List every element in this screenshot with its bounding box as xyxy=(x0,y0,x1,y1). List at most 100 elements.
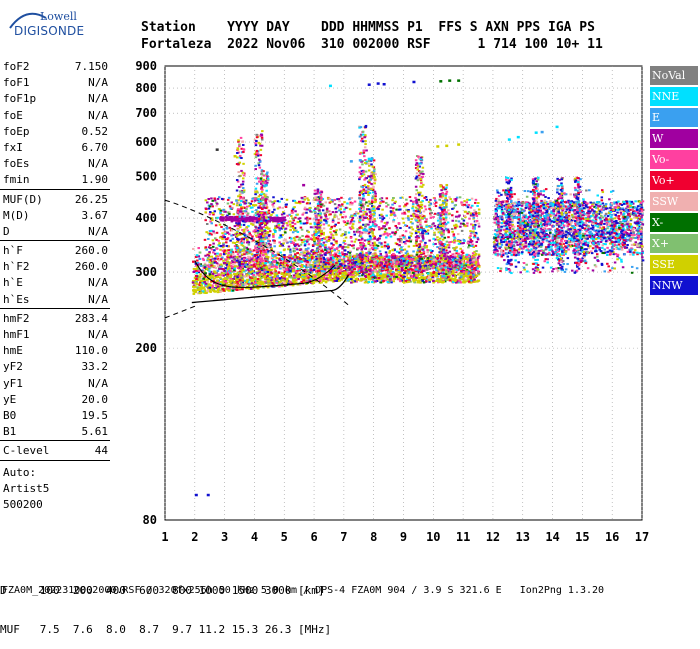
echo-point xyxy=(469,276,472,278)
echo-point xyxy=(218,273,221,275)
echo-point xyxy=(378,271,381,273)
echo-point xyxy=(199,258,202,260)
echo-point xyxy=(423,281,426,283)
echo-point xyxy=(302,279,305,281)
echo-point xyxy=(390,273,393,275)
echo-point xyxy=(323,227,326,229)
echo-point xyxy=(410,218,413,220)
echo-point xyxy=(274,268,277,270)
echo-point xyxy=(350,282,353,284)
echo-point xyxy=(347,269,350,271)
echo-point xyxy=(286,280,289,282)
echo-point xyxy=(276,277,279,279)
echo-point xyxy=(197,247,200,249)
echo-point xyxy=(473,278,476,280)
echo-point xyxy=(478,225,481,227)
echo-point xyxy=(350,237,353,239)
echo-point xyxy=(381,215,384,217)
echo-point xyxy=(335,273,338,275)
echo-point xyxy=(308,243,311,245)
echo-point xyxy=(329,254,332,256)
echo-point xyxy=(251,282,254,284)
echo-point xyxy=(273,245,276,247)
echo-point xyxy=(213,270,216,272)
echo-point xyxy=(432,278,435,280)
echo-point xyxy=(324,268,327,270)
echo-point xyxy=(216,248,219,250)
echo-point xyxy=(432,272,435,274)
echo-point xyxy=(432,216,435,218)
echo-point xyxy=(193,293,196,295)
x-tick-label: 15 xyxy=(575,530,589,544)
echo-point xyxy=(349,208,352,210)
echo-point xyxy=(378,277,381,279)
echo-point xyxy=(205,292,208,294)
echo-point xyxy=(472,271,475,273)
echo-point xyxy=(473,281,476,283)
echo-point xyxy=(460,257,463,259)
echo-point xyxy=(246,281,249,283)
echo-point xyxy=(389,280,392,282)
echo-point xyxy=(326,208,329,210)
echo-point xyxy=(462,276,465,278)
echo-point xyxy=(435,269,438,271)
echo-point xyxy=(476,281,479,283)
echo-point xyxy=(465,278,468,280)
echo-point xyxy=(251,270,254,272)
echo-point xyxy=(391,231,394,233)
echo-point xyxy=(393,280,396,282)
echo-point xyxy=(203,281,206,283)
echo-point xyxy=(313,218,316,220)
echo-point xyxy=(455,220,458,222)
echo-point xyxy=(206,268,209,270)
echo-point xyxy=(200,283,203,285)
echo-point xyxy=(271,272,274,274)
echo-point xyxy=(261,281,264,283)
echo-point xyxy=(221,272,224,274)
echo-point xyxy=(233,284,236,286)
echo-point xyxy=(468,218,471,220)
echo-point xyxy=(218,196,221,198)
echo-point xyxy=(227,289,230,291)
echo-point xyxy=(430,215,433,217)
echo-point xyxy=(208,287,211,289)
echo-point xyxy=(349,268,352,270)
echo-point xyxy=(460,268,463,270)
echo-point xyxy=(225,281,228,283)
echo-point xyxy=(221,279,224,281)
echo-point xyxy=(223,290,226,292)
x-tick-label: 6 xyxy=(310,530,317,544)
echo-point xyxy=(276,282,279,284)
echo-point xyxy=(333,270,336,272)
echo-point xyxy=(405,274,408,276)
echo-point xyxy=(291,210,294,212)
y-tick-label: 400 xyxy=(135,211,157,225)
echo-point xyxy=(205,283,208,285)
echo-point xyxy=(278,272,281,274)
echo-point xyxy=(193,271,196,273)
echo-point xyxy=(386,275,389,277)
echo-point xyxy=(331,246,334,248)
echo-point xyxy=(210,275,213,277)
echo-point xyxy=(201,287,204,289)
echo-point xyxy=(313,282,316,284)
echo-point xyxy=(427,273,430,275)
echo-point xyxy=(420,256,423,258)
echo-point xyxy=(216,232,219,234)
echo-point xyxy=(447,269,450,271)
x-tick-label: 7 xyxy=(340,530,347,544)
echo-point xyxy=(254,282,257,284)
echo-point xyxy=(339,228,342,230)
echo-point xyxy=(416,275,419,277)
echo-point xyxy=(196,260,199,262)
echo-point xyxy=(449,279,452,281)
echo-point xyxy=(246,239,249,241)
x-tick-label: 8 xyxy=(370,530,377,544)
echo-point xyxy=(333,275,336,277)
x-tick-label: 5 xyxy=(281,530,288,544)
echo-point xyxy=(249,276,252,278)
echo-point xyxy=(396,227,399,229)
echo-point xyxy=(259,283,262,285)
echo-point xyxy=(414,197,417,199)
